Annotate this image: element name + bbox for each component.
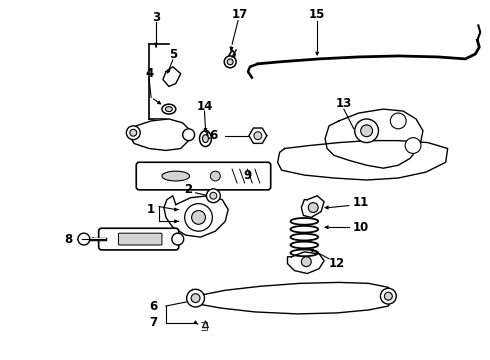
Polygon shape [163,67,181,86]
Circle shape [210,171,221,181]
Text: 3: 3 [152,11,160,24]
Text: 11: 11 [352,196,369,209]
Text: 8: 8 [64,233,72,246]
Polygon shape [202,321,208,328]
Circle shape [210,192,217,199]
Text: 7: 7 [149,316,157,329]
Circle shape [126,126,140,140]
FancyBboxPatch shape [136,162,270,190]
Text: 13: 13 [336,97,352,110]
Ellipse shape [202,135,208,143]
Ellipse shape [199,131,211,147]
Circle shape [391,113,406,129]
Ellipse shape [166,107,172,112]
Polygon shape [129,119,191,150]
FancyBboxPatch shape [98,228,179,250]
Circle shape [187,289,204,307]
Circle shape [361,125,372,137]
Polygon shape [164,196,228,237]
Text: 6: 6 [149,300,157,312]
Polygon shape [278,141,448,180]
Circle shape [191,294,200,302]
Polygon shape [249,128,267,143]
Circle shape [384,292,392,300]
Text: 9: 9 [244,168,252,181]
Text: 15: 15 [309,8,325,21]
Circle shape [206,189,220,203]
Polygon shape [301,196,324,217]
Circle shape [308,203,318,212]
Polygon shape [325,109,423,168]
Ellipse shape [162,171,190,181]
Circle shape [78,233,90,245]
Circle shape [301,257,311,267]
Circle shape [355,119,378,143]
Ellipse shape [162,104,176,114]
Circle shape [130,129,137,136]
Text: 2: 2 [185,183,193,196]
Circle shape [172,233,184,245]
Text: 4: 4 [145,67,153,80]
Polygon shape [200,322,207,330]
Text: 14: 14 [196,100,213,113]
Polygon shape [288,252,324,274]
Circle shape [380,288,396,304]
Circle shape [183,129,195,141]
Circle shape [254,132,262,140]
Polygon shape [189,282,393,314]
Text: 1: 1 [147,203,155,216]
Text: 17: 17 [232,8,248,21]
Text: 5: 5 [169,49,177,62]
Text: 10: 10 [352,221,369,234]
Circle shape [405,138,421,153]
Circle shape [227,59,233,65]
Text: 16: 16 [202,129,219,142]
Circle shape [192,211,205,224]
FancyBboxPatch shape [119,233,162,245]
Circle shape [185,204,212,231]
Circle shape [224,56,236,68]
Text: 12: 12 [329,257,345,270]
